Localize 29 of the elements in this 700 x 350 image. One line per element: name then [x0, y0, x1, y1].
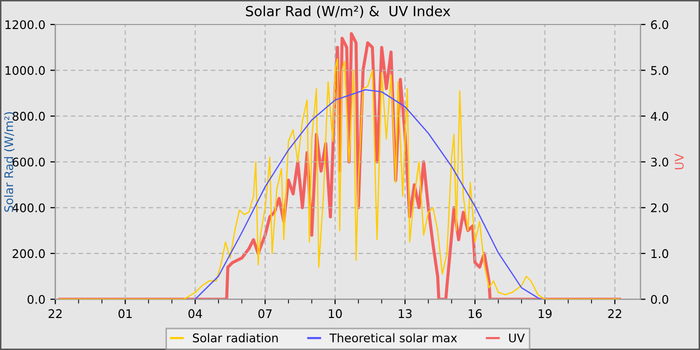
- x-tick-label: 10: [328, 309, 342, 318]
- y-tick-label: 1000.0: [6, 66, 45, 75]
- x-tick-label: 04: [188, 309, 202, 318]
- x-tick-label: 16: [468, 309, 482, 318]
- x-tick-label: 19: [538, 309, 552, 318]
- x-tick-label: 22: [48, 309, 62, 318]
- y2-tick-label: 1.0: [652, 249, 668, 258]
- y-axis-title: Solar Rad (W/m²): [4, 112, 15, 212]
- x-tick-label: 01: [118, 309, 132, 318]
- y-tick-label: 200.0: [12, 249, 45, 258]
- y2-tick-label: 2.0: [651, 203, 668, 212]
- chart-title: Solar Rad (W/m²) & UV Index: [246, 6, 450, 18]
- y2-tick-label: 4.0: [650, 112, 668, 121]
- x-tick-label: 07: [258, 309, 272, 318]
- y-tick-label: 0.0: [28, 294, 45, 304]
- y2-axis-title: UV: [674, 154, 684, 170]
- x-tick-label: 22: [608, 309, 622, 318]
- legend-label: Theoretical solar max: [329, 333, 458, 342]
- y-tick-label: 400.0: [12, 203, 45, 212]
- y-tick-label: 800.0: [12, 112, 45, 121]
- legend-label: UV: [509, 334, 525, 342]
- y2-tick-label: 3.0: [651, 158, 668, 167]
- y-tick-label: 600.0: [12, 158, 45, 167]
- x-tick-label: 13: [398, 309, 412, 318]
- y2-tick-label: 0.0: [651, 294, 668, 304]
- y-tick-label: 1200.0: [6, 20, 45, 30]
- y2-tick-label: 6.0: [651, 20, 668, 30]
- legend-label: Solar radiation: [192, 333, 278, 342]
- y2-tick-label: 5.0: [651, 66, 668, 75]
